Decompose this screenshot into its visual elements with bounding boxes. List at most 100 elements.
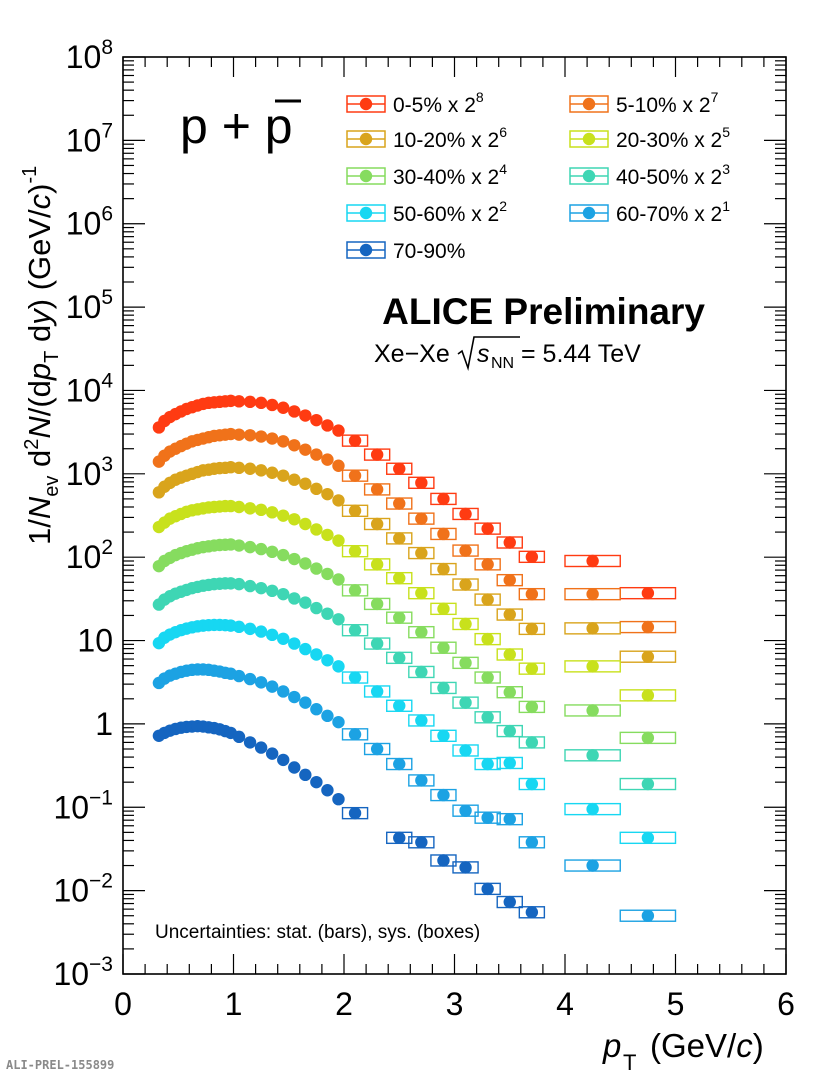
data-point bbox=[525, 662, 539, 675]
uncertainties-note: Uncertainties: stat. (bars), sys. (boxes… bbox=[155, 922, 480, 943]
data-point bbox=[288, 637, 301, 650]
data-point bbox=[525, 622, 539, 636]
data-point bbox=[321, 419, 334, 432]
data-point bbox=[243, 579, 257, 593]
data-point bbox=[348, 671, 362, 684]
data-point bbox=[254, 625, 268, 638]
data-point bbox=[641, 620, 655, 634]
data-point bbox=[254, 741, 268, 754]
data-point bbox=[277, 548, 290, 562]
data-point bbox=[243, 672, 257, 686]
data-point bbox=[415, 476, 428, 490]
data-point bbox=[332, 534, 345, 547]
energy-label: Xe−Xe s NN = 5.44 TeV bbox=[374, 336, 641, 372]
data-point bbox=[437, 492, 450, 506]
data-point bbox=[232, 577, 246, 591]
data-point bbox=[481, 811, 494, 824]
legend-marker-icon bbox=[359, 169, 373, 183]
legend-entry: 70-90% bbox=[346, 240, 465, 263]
legend-label: 20-30% x 25 bbox=[616, 124, 730, 152]
data-point bbox=[641, 586, 655, 600]
legend-entry: 0-5% x 28 bbox=[346, 89, 484, 117]
data-point bbox=[332, 660, 345, 673]
legend-marker-icon bbox=[359, 206, 373, 220]
data-point bbox=[277, 587, 290, 601]
data-point bbox=[277, 632, 290, 645]
figure-id: ALI-PREL-155899 bbox=[6, 1058, 115, 1072]
data-point bbox=[393, 611, 406, 624]
y-tick-label: 10−1 bbox=[53, 786, 113, 825]
data-point bbox=[525, 736, 539, 749]
data-point bbox=[321, 528, 334, 542]
data-point bbox=[299, 517, 312, 531]
data-point bbox=[459, 507, 472, 521]
y-tick-label: 108 bbox=[66, 36, 113, 75]
y-tick-label: 105 bbox=[66, 286, 113, 325]
legend-entry: 10-20% x 26 bbox=[346, 124, 507, 152]
data-point bbox=[332, 792, 345, 806]
data-point bbox=[232, 428, 246, 441]
data-point bbox=[332, 459, 345, 472]
data-point bbox=[288, 761, 301, 774]
data-point bbox=[459, 804, 472, 817]
data-point bbox=[393, 831, 406, 845]
legend-label: 0-5% x 28 bbox=[393, 89, 484, 117]
data-point bbox=[370, 483, 384, 496]
data-point bbox=[299, 443, 312, 456]
data-point bbox=[254, 430, 268, 443]
data-point bbox=[503, 573, 516, 587]
data-point bbox=[232, 730, 246, 744]
legend-label: 70-90% bbox=[393, 240, 465, 263]
data-point bbox=[370, 517, 384, 531]
data-point bbox=[299, 409, 312, 422]
data-point bbox=[277, 509, 290, 522]
collaboration-label: ALICE Preliminary bbox=[382, 291, 705, 332]
data-point bbox=[415, 546, 428, 560]
data-point bbox=[288, 513, 301, 526]
data-point bbox=[243, 540, 257, 554]
data-point bbox=[586, 587, 599, 601]
y-tick-labels: 10−3 10−2 10−1 1 10 102 103 104 105 106 107 108 bbox=[53, 36, 113, 992]
data-point bbox=[393, 462, 406, 475]
x-tick-label: 0 bbox=[114, 986, 132, 1022]
svg-text:Xe−Xe: Xe−Xe bbox=[374, 340, 450, 368]
legend-entry: 20-30% x 25 bbox=[569, 124, 730, 152]
data-point bbox=[265, 466, 279, 479]
data-point bbox=[265, 545, 279, 559]
data-point bbox=[586, 622, 599, 635]
y-tick-label: 1 bbox=[95, 706, 113, 742]
data-point bbox=[437, 527, 450, 541]
data-point bbox=[437, 641, 450, 654]
series-points bbox=[152, 499, 655, 702]
legend-marker-icon bbox=[582, 97, 596, 111]
data-point bbox=[393, 699, 406, 712]
data-point bbox=[332, 613, 345, 626]
data-point bbox=[370, 558, 384, 571]
legend-entry: 5-10% x 27 bbox=[569, 89, 719, 117]
data-point bbox=[299, 768, 312, 782]
data-point bbox=[332, 494, 345, 507]
data-point bbox=[641, 777, 655, 791]
data-point bbox=[415, 512, 428, 525]
series-points bbox=[152, 394, 655, 600]
data-point bbox=[348, 434, 362, 447]
data-point bbox=[525, 550, 539, 564]
series-points bbox=[152, 461, 655, 663]
series-points bbox=[152, 618, 655, 845]
legend-marker-icon bbox=[359, 132, 373, 146]
plot-frame bbox=[122, 56, 787, 975]
data-point bbox=[481, 558, 494, 571]
data-point bbox=[437, 729, 450, 743]
data-point bbox=[348, 469, 362, 482]
svg-text:NN: NN bbox=[491, 355, 514, 372]
y-tick-label: 10 bbox=[77, 623, 113, 659]
legend-entry: 40-50% x 23 bbox=[569, 161, 730, 189]
data-point bbox=[415, 836, 428, 849]
data-point bbox=[243, 429, 257, 442]
data-point bbox=[243, 462, 257, 475]
series-points bbox=[152, 427, 655, 634]
data-point bbox=[481, 671, 494, 684]
sqrt-icon bbox=[457, 336, 520, 372]
data-point bbox=[641, 831, 655, 845]
data-point bbox=[348, 728, 362, 741]
